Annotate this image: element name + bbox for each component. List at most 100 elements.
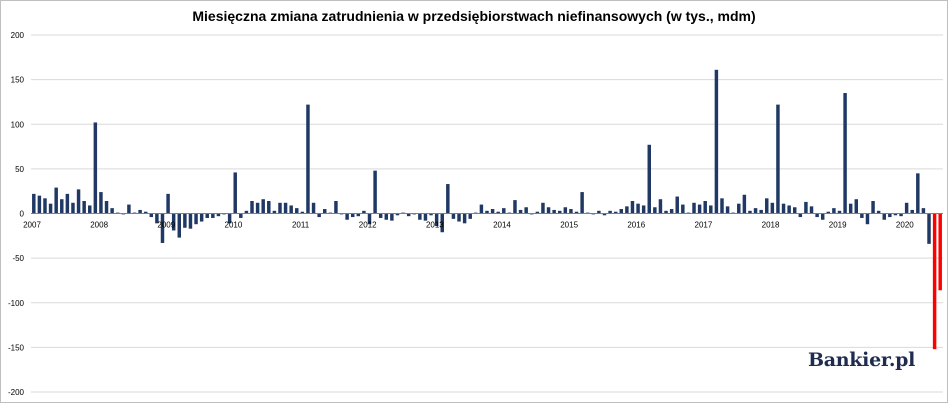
bar <box>479 204 484 214</box>
bar <box>597 210 601 214</box>
bar <box>569 209 573 214</box>
bar <box>619 209 624 214</box>
bar <box>893 213 898 216</box>
bar <box>804 201 808 214</box>
bar <box>88 205 92 214</box>
bar <box>759 209 763 214</box>
bar <box>171 213 176 231</box>
bar <box>552 209 556 214</box>
bar <box>76 189 81 214</box>
bar <box>910 209 914 214</box>
bar <box>418 213 422 220</box>
bar <box>434 213 439 226</box>
bar <box>681 204 685 214</box>
bar <box>390 213 394 221</box>
bar <box>457 213 461 222</box>
bar <box>356 213 361 217</box>
bar <box>177 213 182 238</box>
bar <box>697 204 702 214</box>
bar <box>205 213 209 218</box>
bar <box>513 200 517 214</box>
bar <box>904 202 909 214</box>
bar <box>709 205 713 214</box>
bar <box>110 208 114 214</box>
bar <box>854 199 859 214</box>
y-tick-label: -200 <box>8 388 25 397</box>
bar <box>490 209 495 214</box>
bar <box>362 210 366 214</box>
bar <box>837 210 842 214</box>
bar <box>546 207 551 214</box>
bar <box>93 122 98 214</box>
y-tick-label: 150 <box>11 76 25 85</box>
bar <box>753 208 758 214</box>
x-tick-label: 2020 <box>896 221 914 230</box>
bar <box>641 205 646 214</box>
bar <box>143 211 148 214</box>
bar <box>384 213 389 220</box>
x-tick-label: 2008 <box>90 221 108 230</box>
bar <box>725 206 730 214</box>
y-tick-label: 0 <box>20 210 25 219</box>
bar <box>485 210 489 214</box>
bar <box>233 172 237 214</box>
bar <box>899 213 903 217</box>
bar <box>720 198 724 214</box>
bar <box>664 210 668 214</box>
x-tick-label: 2013 <box>426 221 444 230</box>
bar <box>574 211 579 214</box>
bar <box>787 205 791 214</box>
bar <box>104 201 109 214</box>
bar <box>127 204 131 214</box>
bar <box>916 173 920 214</box>
bar <box>71 202 75 214</box>
bar <box>938 213 942 291</box>
y-tick-label: -150 <box>8 343 25 352</box>
x-tick-label: 2009 <box>157 221 175 230</box>
bar <box>289 205 293 214</box>
bar <box>502 208 506 214</box>
bar <box>496 211 500 214</box>
bar <box>541 202 545 214</box>
bar <box>737 203 741 214</box>
bar <box>675 196 679 214</box>
bar <box>613 211 618 214</box>
bar <box>406 213 411 217</box>
bar <box>166 193 170 214</box>
bar <box>261 199 265 214</box>
bar <box>580 192 584 214</box>
bar <box>267 201 271 214</box>
bar <box>669 209 674 214</box>
bar <box>183 213 187 228</box>
x-tick-label: 2019 <box>829 221 847 230</box>
y-tick-label: 200 <box>11 31 25 40</box>
bar <box>350 213 355 218</box>
x-tick-label: 2010 <box>225 221 243 230</box>
bar <box>876 210 881 214</box>
bar <box>373 170 377 214</box>
chart-title: Miesięczna zmiana zatrudnienia w przedsi… <box>192 8 756 24</box>
bar <box>199 213 204 222</box>
bar <box>653 207 657 214</box>
bar <box>742 194 747 214</box>
bar <box>524 207 528 214</box>
bar <box>272 210 277 214</box>
bar <box>558 210 562 214</box>
bar <box>608 210 612 214</box>
bar <box>317 213 321 218</box>
bar <box>227 213 232 224</box>
x-tick-label: 2011 <box>292 221 310 230</box>
brand-logo: Bankier.pl <box>808 349 916 371</box>
bar <box>602 213 607 216</box>
bar <box>155 213 159 224</box>
bar <box>815 213 819 218</box>
bar <box>250 201 254 214</box>
bar <box>658 199 663 214</box>
bar <box>211 213 215 218</box>
bar <box>37 195 42 214</box>
bar <box>82 201 86 214</box>
x-tick-label: 2014 <box>493 221 511 230</box>
bar <box>636 203 640 214</box>
